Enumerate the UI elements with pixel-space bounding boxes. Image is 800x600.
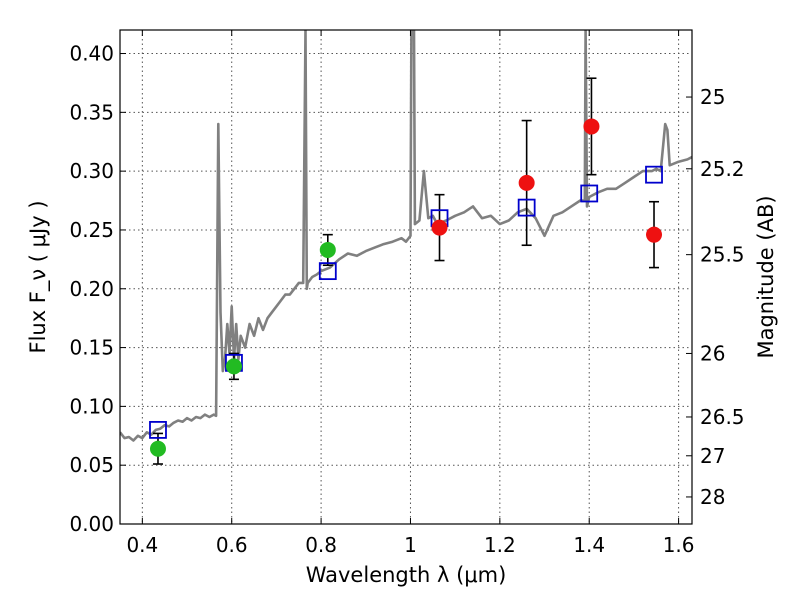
y-tick-label: 0.05 — [69, 453, 114, 477]
model-square — [580, 184, 599, 203]
grid — [120, 30, 692, 525]
y-tick-label: 0.15 — [69, 336, 114, 360]
y-tick-label: 0.20 — [69, 277, 114, 301]
red-point — [583, 118, 600, 135]
y2-axis-label-text: Magnitude (AB) — [754, 195, 778, 358]
x-tick-label: 1.2 — [484, 533, 516, 557]
green-point — [225, 358, 242, 375]
y-axis-label: Flux F_ν ( μJy ) — [26, 200, 51, 353]
red-point — [646, 226, 663, 243]
x-axis-label-text: Wavelength λ (μm) — [306, 563, 507, 587]
y2-axis-label: Magnitude (AB) — [754, 195, 778, 358]
green-point — [149, 440, 166, 457]
model-squares — [149, 165, 663, 439]
red-point — [431, 219, 448, 236]
x-tick-label: 0.8 — [305, 533, 337, 557]
x-tick-label: 0.4 — [126, 533, 158, 557]
y2-tick-label: 26 — [700, 341, 725, 365]
y-axis-label-text: Flux F_ν ( μJy ) — [26, 200, 51, 353]
model-square — [318, 262, 337, 281]
y2-tick-label: 25.5 — [700, 243, 745, 267]
plot-frame — [119, 29, 693, 525]
ticks: 0.4 0.6 0.8 1 1.2 1.4 1.6 0.00 0.05 0.10 0.15 0.20 0… — [69, 30, 745, 557]
y2-tick-label: 25 — [700, 85, 725, 109]
model-square — [517, 198, 536, 217]
x-tick-label: 1 — [404, 533, 417, 557]
y2-tick-label: 25.2 — [700, 157, 745, 181]
y-tick-label: 0.30 — [69, 159, 114, 183]
y2-tick-label: 26.5 — [700, 405, 745, 429]
model-square — [645, 165, 663, 184]
x-tick-label: 1.4 — [573, 533, 605, 557]
y-tick-label: 0.10 — [69, 394, 114, 418]
spectrum-layer — [120, 30, 692, 442]
x-tick-label: 1.6 — [663, 533, 695, 557]
model-square — [149, 421, 167, 439]
observed-points — [149, 118, 663, 457]
y-tick-label: 0.40 — [69, 42, 114, 66]
spectrum-line — [120, 30, 692, 442]
x-tick-label: 0.6 — [216, 533, 248, 557]
y2-tick-label: 27 — [700, 444, 725, 468]
y-tick-label: 0.35 — [69, 100, 114, 124]
red-point — [518, 174, 535, 191]
y-tick-label: 0.25 — [69, 218, 114, 242]
y-tick-label: 0.00 — [69, 512, 114, 536]
y2-tick-label: 28 — [700, 485, 725, 509]
green-point — [319, 241, 336, 258]
errorbars — [152, 77, 660, 465]
x-axis-label: Wavelength λ (μm) — [306, 563, 507, 587]
